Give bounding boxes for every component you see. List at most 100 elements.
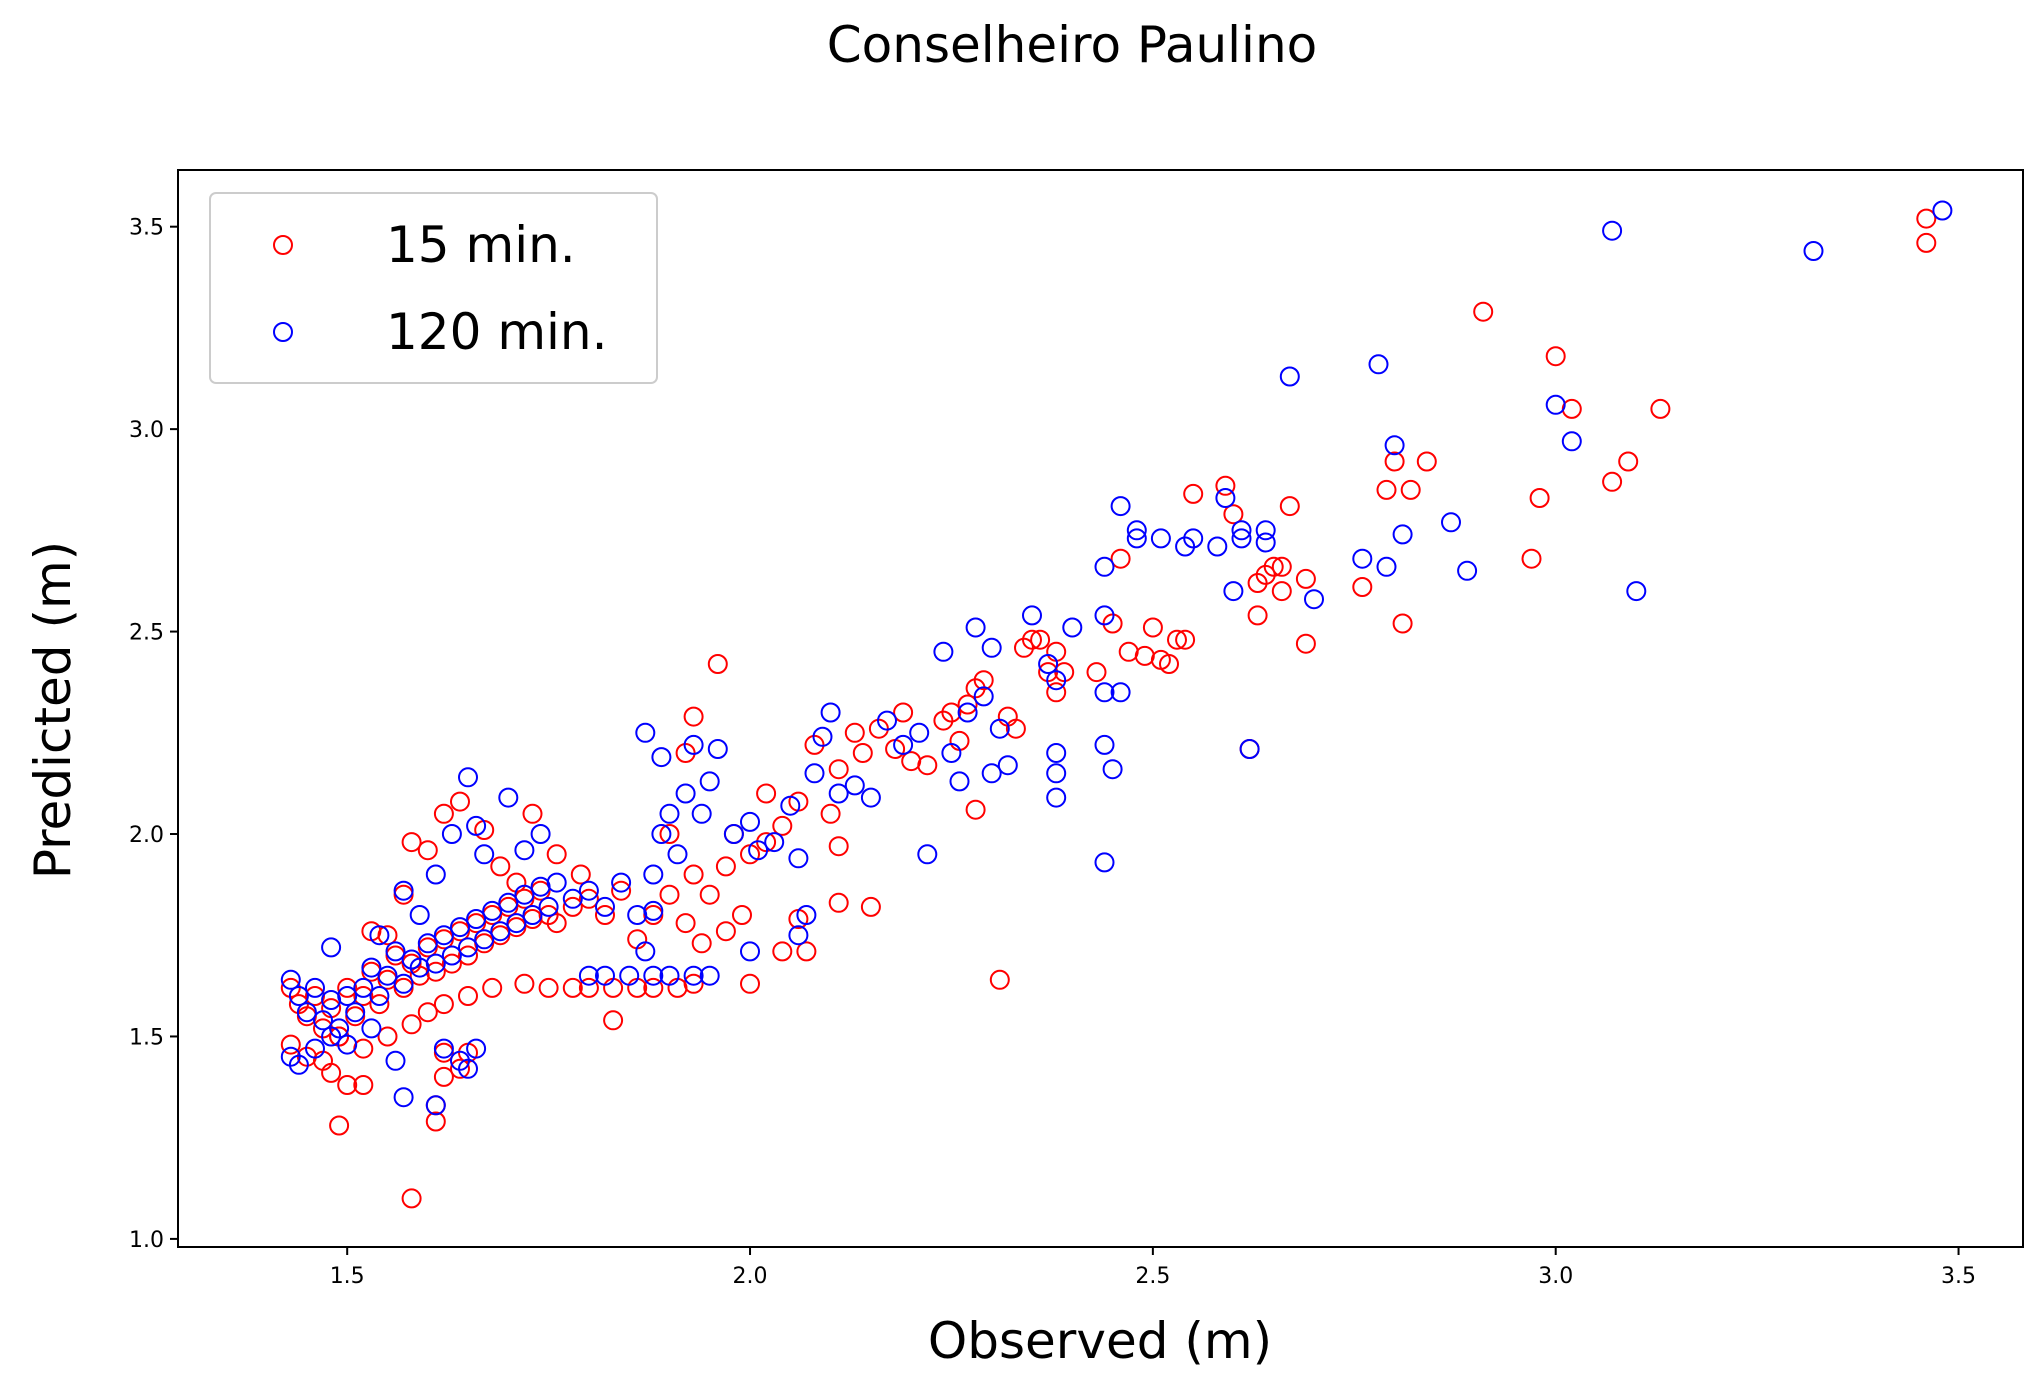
data-point bbox=[425, 953, 446, 974]
data-point bbox=[514, 888, 535, 909]
data-point bbox=[659, 965, 680, 986]
data-point bbox=[643, 900, 664, 921]
data-point bbox=[361, 957, 382, 978]
x-tick-label: 3.5 bbox=[1941, 1264, 1976, 1289]
data-point bbox=[425, 864, 446, 885]
data-point bbox=[1223, 504, 1244, 525]
legend: 15 min. 120 min. bbox=[209, 192, 658, 384]
data-point bbox=[280, 969, 301, 990]
data-point bbox=[1094, 605, 1115, 626]
data-point bbox=[643, 977, 664, 998]
data-point bbox=[498, 892, 519, 913]
data-point bbox=[1352, 548, 1373, 569]
data-point bbox=[1279, 366, 1300, 387]
data-point bbox=[1255, 532, 1276, 553]
x-tick-label: 1.5 bbox=[330, 1264, 365, 1289]
data-point bbox=[659, 803, 680, 824]
data-point bbox=[1022, 629, 1042, 650]
data-point bbox=[361, 1018, 382, 1039]
data-point bbox=[828, 783, 849, 804]
data-point bbox=[1046, 641, 1067, 662]
data-point bbox=[1183, 483, 1204, 504]
data-point bbox=[1400, 479, 1421, 500]
data-point bbox=[337, 986, 358, 1006]
data-point bbox=[1126, 520, 1147, 541]
data-point bbox=[353, 977, 374, 998]
data-point bbox=[369, 986, 390, 1006]
data-point bbox=[393, 880, 414, 901]
data-point bbox=[1384, 435, 1405, 456]
data-point bbox=[1457, 560, 1478, 581]
data-point bbox=[1545, 346, 1566, 367]
data-point bbox=[321, 1026, 342, 1047]
data-point bbox=[562, 888, 583, 909]
data-point bbox=[1215, 488, 1236, 508]
data-point bbox=[611, 880, 632, 901]
legend-marker-15min bbox=[273, 235, 293, 255]
data-point bbox=[514, 973, 535, 994]
data-point bbox=[401, 1188, 422, 1209]
x-tick-label: 3.0 bbox=[1538, 1264, 1573, 1289]
data-point bbox=[989, 969, 1010, 990]
data-point bbox=[1142, 617, 1163, 638]
data-point bbox=[1110, 548, 1131, 569]
legend-box bbox=[209, 192, 658, 384]
data-point bbox=[1110, 682, 1131, 703]
data-point bbox=[546, 844, 567, 865]
data-point bbox=[433, 994, 454, 1015]
data-point bbox=[1529, 488, 1550, 508]
data-point bbox=[852, 743, 873, 763]
y-tick-label: 3.5 bbox=[129, 216, 164, 241]
data-point bbox=[691, 933, 712, 954]
data-point bbox=[1368, 354, 1389, 375]
data-point bbox=[772, 815, 793, 836]
data-point bbox=[981, 637, 1002, 658]
data-point bbox=[288, 1054, 309, 1075]
data-point bbox=[828, 892, 849, 913]
data-point bbox=[595, 905, 615, 925]
data-point bbox=[1046, 682, 1067, 703]
data-point bbox=[345, 1002, 366, 1023]
data-point bbox=[530, 824, 551, 844]
data-point bbox=[667, 844, 688, 865]
data-point bbox=[820, 702, 841, 723]
data-point bbox=[474, 844, 495, 865]
data-point bbox=[458, 1058, 478, 1079]
data-point bbox=[1384, 451, 1405, 472]
data-point bbox=[474, 929, 495, 950]
data-point bbox=[458, 767, 478, 788]
data-point bbox=[595, 965, 615, 986]
data-point bbox=[804, 763, 825, 784]
data-point bbox=[1392, 524, 1413, 545]
data-point bbox=[699, 771, 720, 792]
data-point bbox=[1295, 568, 1316, 589]
data-point bbox=[506, 913, 527, 934]
data-point bbox=[1231, 528, 1252, 549]
data-point bbox=[466, 909, 487, 929]
data-point bbox=[1295, 633, 1316, 654]
data-point bbox=[377, 925, 398, 946]
data-point bbox=[345, 1006, 366, 1027]
data-point bbox=[1626, 581, 1647, 602]
data-point bbox=[1094, 556, 1115, 577]
data-point bbox=[643, 864, 664, 885]
data-point bbox=[683, 706, 704, 727]
data-point bbox=[933, 641, 954, 662]
data-point bbox=[707, 739, 728, 759]
data-point bbox=[1118, 641, 1139, 662]
data-point bbox=[723, 824, 744, 844]
data-point bbox=[1215, 475, 1236, 496]
data-point bbox=[417, 840, 438, 861]
data-point bbox=[707, 654, 728, 674]
data-point bbox=[1046, 670, 1067, 691]
data-point bbox=[1046, 743, 1067, 763]
data-point bbox=[1602, 220, 1623, 241]
data-point bbox=[450, 917, 470, 938]
data-point bbox=[280, 1034, 301, 1055]
data-point bbox=[441, 945, 462, 966]
data-point bbox=[683, 864, 704, 885]
data-point bbox=[941, 702, 962, 723]
data-point bbox=[490, 856, 511, 877]
data-point bbox=[353, 1038, 374, 1059]
data-point bbox=[369, 994, 390, 1015]
